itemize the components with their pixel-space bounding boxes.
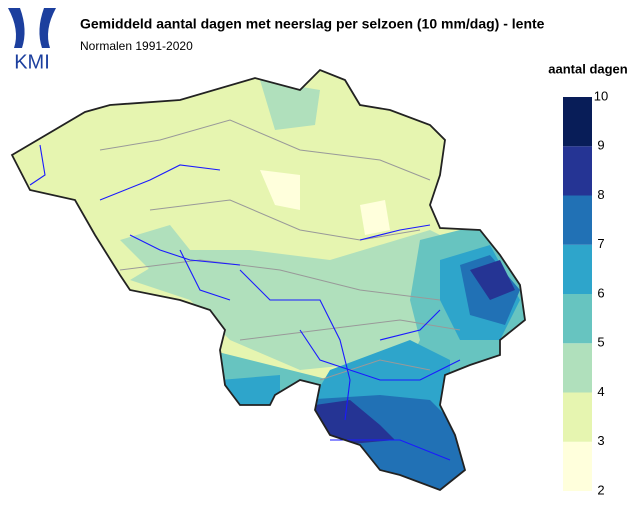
- legend-color: [563, 97, 592, 147]
- legend-tick-label: 4: [597, 384, 604, 399]
- legend-color: [563, 441, 592, 491]
- legend-color: [563, 392, 592, 442]
- logo: KMI: [8, 8, 56, 73]
- legend-tick-label: 10: [594, 88, 608, 103]
- legend-color: [563, 195, 592, 245]
- legend-tick-label: 9: [597, 138, 604, 153]
- legend-color: [563, 343, 592, 393]
- subtitle: Normalen 1991-2020: [80, 39, 193, 53]
- legend-tick-label: 7: [597, 236, 604, 251]
- legend-tick-label: 3: [597, 433, 604, 448]
- legend-tick-label: 6: [597, 285, 604, 300]
- legend-color: [563, 294, 592, 344]
- map: [11, 69, 526, 491]
- legend-title: aantal dagen: [548, 61, 628, 76]
- legend-tick-label: 5: [597, 335, 604, 350]
- title: Gemiddeld aantal dagen met neerslag per …: [80, 16, 545, 32]
- legend-tick-label: 2: [597, 482, 604, 497]
- legend-color: [563, 146, 592, 196]
- legend: 2 3 4 5 6 7 8 9 10: [563, 88, 608, 497]
- legend-color: [563, 244, 592, 294]
- legend-tick-label: 8: [597, 187, 604, 202]
- logo-text: KMI: [14, 51, 50, 73]
